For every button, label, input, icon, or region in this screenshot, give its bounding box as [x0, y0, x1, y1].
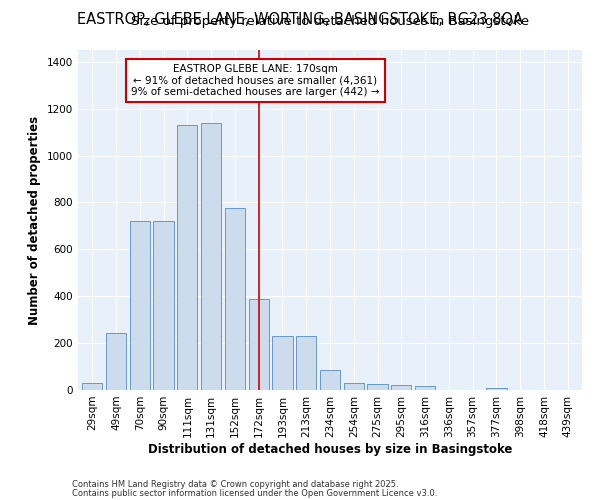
X-axis label: Distribution of detached houses by size in Basingstoke: Distribution of detached houses by size … [148, 442, 512, 456]
Bar [320, 370, 340, 390]
Bar [106, 332, 126, 390]
Bar [272, 336, 293, 390]
Bar [367, 384, 388, 390]
Bar [225, 208, 245, 390]
Text: Contains HM Land Registry data © Crown copyright and database right 2025.: Contains HM Land Registry data © Crown c… [72, 480, 398, 489]
Bar [248, 298, 269, 390]
Text: EASTROP, GLEBE LANE, WORTING, BASINGSTOKE, RG23 8QA: EASTROP, GLEBE LANE, WORTING, BASINGSTOK… [77, 12, 523, 28]
Bar [177, 125, 197, 390]
Bar [415, 386, 435, 390]
Bar [487, 388, 506, 390]
Bar [296, 336, 316, 390]
Bar [130, 221, 150, 390]
Bar [391, 386, 412, 390]
Title: Size of property relative to detached houses in Basingstoke: Size of property relative to detached ho… [131, 15, 529, 28]
Y-axis label: Number of detached properties: Number of detached properties [28, 116, 41, 324]
Text: EASTROP GLEBE LANE: 170sqm
← 91% of detached houses are smaller (4,361)
9% of se: EASTROP GLEBE LANE: 170sqm ← 91% of deta… [131, 64, 379, 98]
Bar [344, 383, 364, 390]
Text: Contains public sector information licensed under the Open Government Licence v3: Contains public sector information licen… [72, 488, 437, 498]
Bar [82, 383, 103, 390]
Bar [154, 221, 173, 390]
Bar [201, 122, 221, 390]
